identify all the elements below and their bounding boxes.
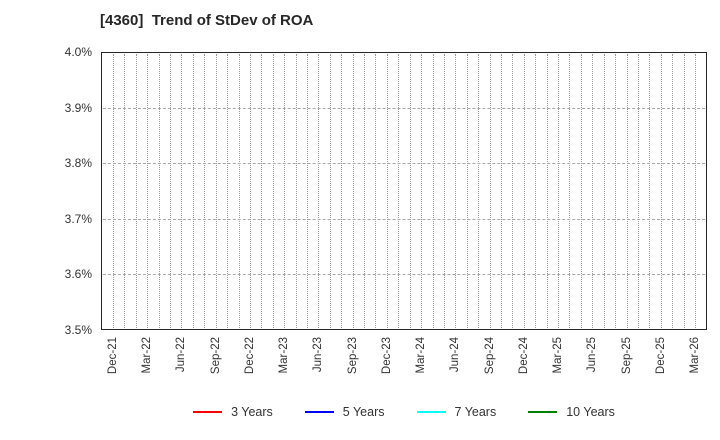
legend-line-swatch	[528, 410, 558, 414]
v-gridline	[352, 54, 354, 328]
y-tick-label: 3.8%	[64, 156, 92, 171]
v-gridline	[113, 54, 114, 328]
y-tick-label: 4.0%	[64, 45, 92, 59]
x-tick-label: Jun-22	[175, 337, 188, 373]
x-tick-label: Mar-23	[278, 337, 291, 374]
legend-line-swatch	[193, 410, 223, 414]
legend-line-swatch	[416, 410, 446, 414]
v-gridline	[135, 54, 137, 328]
v-gridline	[307, 54, 308, 328]
x-tick-label: Mar-25	[552, 337, 565, 374]
v-gridline	[443, 54, 445, 328]
v-gridline	[398, 54, 400, 328]
v-gridline	[512, 54, 514, 328]
v-gridline	[284, 54, 286, 328]
v-gridline	[535, 54, 537, 328]
legend-label: 3 Years	[231, 405, 273, 419]
legend-label: 7 Years	[454, 405, 497, 419]
v-gridline	[386, 54, 388, 328]
x-tick-label: Dec-21	[107, 337, 119, 375]
h-gridline	[103, 107, 705, 109]
v-gridline	[364, 54, 366, 328]
legend-item: 10 Years	[528, 405, 615, 419]
v-gridline	[466, 54, 468, 328]
legend-item: 3 Years	[193, 405, 273, 419]
x-tick-label: Jun-24	[449, 337, 462, 373]
legend: 3 Years 5 Years 7 Years 10 Years	[101, 401, 707, 423]
x-tick-label: Dec-22	[243, 337, 256, 375]
v-gridline	[695, 54, 696, 328]
v-gridline	[261, 54, 263, 328]
y-tick-label: 3.7%	[64, 211, 92, 226]
x-tick-label: Sep-24	[483, 337, 496, 375]
v-gridline	[249, 54, 251, 328]
chart-title: [4360] Trend of StDev of ROA	[100, 12, 314, 29]
v-gridline	[295, 54, 297, 328]
v-gridline	[615, 54, 617, 328]
v-gridline	[489, 54, 491, 328]
v-gridline	[215, 54, 217, 328]
legend-label: 10 Years	[566, 405, 615, 419]
v-gridline	[181, 54, 183, 328]
v-gridline	[592, 54, 594, 328]
v-gridline	[569, 54, 571, 328]
v-gridline	[341, 54, 343, 328]
x-tick-label: Dec-25	[654, 337, 667, 375]
v-gridline	[558, 54, 560, 328]
v-gridline	[124, 54, 126, 328]
v-gridline	[626, 54, 628, 328]
v-gridline	[523, 54, 525, 328]
v-gridline	[329, 54, 331, 328]
v-gridline	[170, 54, 172, 328]
v-gridline	[318, 54, 320, 328]
x-tick-label: Sep-22	[209, 337, 222, 375]
x-tick-label: Dec-23	[380, 337, 393, 375]
v-gridline	[204, 54, 206, 328]
v-gridline	[455, 54, 457, 328]
y-tick-label: 3.6%	[64, 267, 92, 282]
v-gridline	[158, 54, 160, 328]
x-tick-label: Jun-23	[312, 337, 325, 373]
h-gridline	[103, 163, 705, 165]
v-gridline	[546, 54, 548, 328]
v-gridline	[580, 54, 582, 328]
v-gridline	[147, 54, 149, 328]
v-gridline	[409, 54, 411, 328]
v-gridline	[603, 54, 605, 328]
v-gridline	[432, 54, 434, 328]
v-gridline	[375, 54, 377, 328]
v-gridline	[227, 54, 229, 328]
v-gridline	[192, 54, 194, 328]
x-tick-label: Sep-23	[346, 337, 359, 375]
x-tick-label: Jun-25	[586, 337, 599, 373]
v-gridline	[421, 54, 423, 328]
y-tick-label: 3.9%	[64, 100, 92, 115]
h-gridline	[103, 274, 705, 276]
legend-item: 5 Years	[304, 405, 385, 419]
x-tick-label: Mar-24	[415, 337, 428, 374]
y-tick-label: 3.5%	[64, 323, 92, 337]
v-gridline	[238, 54, 240, 328]
x-tick-label: Sep-25	[620, 337, 633, 375]
legend-label: 5 Years	[342, 405, 385, 419]
legend-line-swatch	[304, 410, 334, 414]
v-gridline	[660, 54, 662, 328]
x-tick-label: Dec-24	[517, 337, 530, 375]
v-gridline	[683, 54, 685, 328]
v-gridline	[501, 54, 502, 328]
v-gridline	[649, 54, 651, 328]
h-gridline	[103, 218, 705, 220]
legend-item: 7 Years	[416, 405, 497, 419]
x-tick-label: Mar-26	[689, 337, 701, 374]
plot-area	[101, 52, 707, 330]
v-gridline	[672, 54, 674, 328]
v-gridline	[272, 54, 274, 328]
v-gridline	[637, 54, 639, 328]
v-gridline	[478, 54, 480, 328]
x-tick-label: Mar-22	[141, 337, 154, 374]
